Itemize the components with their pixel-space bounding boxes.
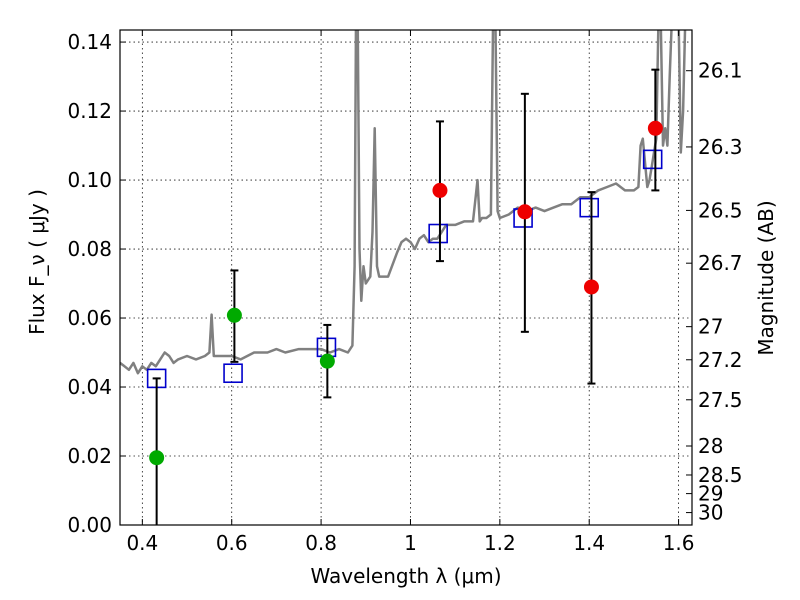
observed-point-red: [432, 182, 448, 198]
right-tick-label: 26.5: [698, 198, 743, 222]
model-photometry-square: [223, 363, 243, 384]
right-tick-label: 26.3: [698, 135, 743, 159]
observed-point-red: [517, 204, 533, 220]
x-tick-label: 1: [404, 531, 417, 555]
model-photometry-square: [428, 223, 448, 244]
observed-point-red: [583, 279, 599, 295]
x-axis-label: Wavelength λ (μm): [310, 564, 501, 588]
axis-layer: 0.4 0.6 0.8 1 1.2 1.4 1.6 0.00 0.02 0.04 0.06 0.08 0…: [67, 30, 743, 555]
y-tick-label: 0.14: [67, 30, 112, 54]
right-tick-label: 26.7: [698, 251, 743, 275]
observed-point-green: [319, 353, 335, 369]
y-axis-label: Flux F_ν ( μJy ): [25, 189, 49, 335]
x-tick-label: 0.8: [305, 531, 337, 555]
y-tick-label: 0.04: [67, 375, 112, 399]
observed-point-green: [149, 450, 165, 466]
right-tick-label: 30: [698, 501, 723, 525]
y-tick-label: 0.08: [67, 237, 112, 261]
y-tick-label: 0.06: [67, 306, 112, 330]
model-photometry-square: [579, 197, 600, 218]
x-tick-label: 1.2: [484, 531, 516, 555]
observed-point-green: [226, 307, 242, 323]
right-tick-label: 27.2: [698, 348, 743, 372]
y-tick-label: 0.00: [67, 513, 112, 537]
model-spectrum-line: [120, 30, 687, 375]
plot-frame: [119, 29, 693, 526]
right-tick-label: 26.1: [698, 59, 743, 83]
x-tick-label: 1.4: [573, 531, 605, 555]
grid-layer: [120, 30, 692, 526]
x-tick-label: 0.6: [216, 531, 248, 555]
right-axis-label: Magnitude (AB): [754, 200, 778, 355]
model-photometry-square: [642, 149, 663, 170]
right-tick-label: 28: [698, 434, 723, 458]
y-tick-label: 0.10: [67, 168, 112, 192]
x-tick-label: 1.6: [663, 531, 695, 555]
plot-layer: [120, 30, 687, 375]
right-tick-label: 29: [698, 482, 723, 506]
observed-point-red: [647, 120, 663, 136]
marker-layer: [146, 68, 663, 525]
right-tick-label: 27: [698, 315, 723, 339]
y-tick-label: 0.12: [67, 99, 112, 123]
y-tick-label: 0.02: [67, 444, 112, 468]
x-tick-label: 0.4: [126, 531, 158, 555]
right-tick-label: 28.5: [698, 463, 743, 487]
right-tick-label: 27.5: [698, 388, 743, 412]
